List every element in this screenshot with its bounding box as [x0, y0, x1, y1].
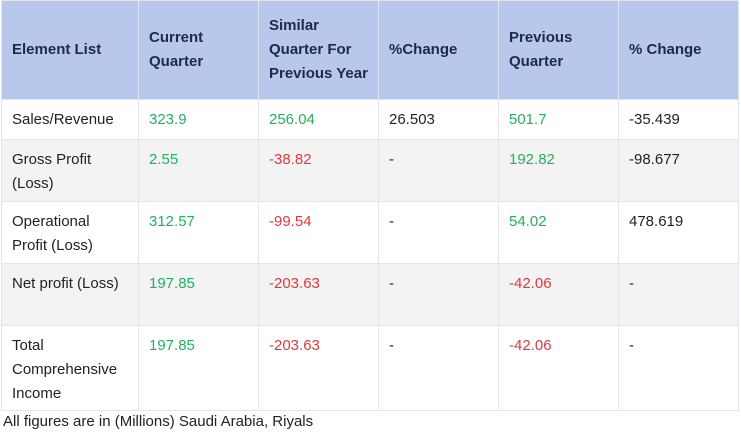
table-row: Gross Profit (Loss) 2.55 -38.82-192.82 -98.… [1, 139, 739, 202]
value-cell: -99.54 [258, 201, 379, 264]
header-cell: Similar Quarter For Previous Year [258, 0, 379, 100]
value-cell: - [378, 263, 499, 326]
value-cell: 478.619 [618, 201, 739, 264]
value-cell: 312.57 [138, 201, 259, 264]
header-row: Element List Current Quarter Similar Quart… [1, 0, 739, 100]
value-cell: 26.503 [378, 99, 499, 140]
table-row: Total Comprehensive Income 197.85 -203.63-… [1, 325, 739, 411]
financial-table: Element List Current Quarter Similar Quart… [1, 0, 739, 411]
value-cell: -35.439 [618, 99, 739, 140]
value-cell: - [378, 325, 499, 411]
row-label: Sales/Revenue [1, 99, 139, 140]
value-cell: 2.55 [138, 139, 259, 202]
footnote: All figures are in (Millions) Saudi Arab… [3, 413, 314, 430]
value-cell: -42.06 [498, 263, 619, 326]
value-cell: - [378, 201, 499, 264]
value-cell: 54.02 [498, 201, 619, 264]
value-cell: 323.9 [138, 99, 259, 140]
value-cell: 501.7 [498, 99, 619, 140]
table-row: Operational Profit (Loss) 312.57 -99.54-54… [1, 201, 739, 264]
value-cell: 256.04 [258, 99, 379, 140]
row-label: Net profit (Loss) [1, 263, 139, 326]
value-cell: - [618, 325, 739, 411]
row-label: Operational Profit (Loss) [1, 201, 139, 264]
value-cell: 192.82 [498, 139, 619, 202]
row-label: Gross Profit (Loss) [1, 139, 139, 202]
header-cell: %Change [378, 0, 499, 100]
table-row: Net profit (Loss) 197.85 -203.63- -42.06- [1, 263, 739, 326]
value-cell: 197.85 [138, 263, 259, 326]
value-cell: - [618, 263, 739, 326]
table-row: Sales/Revenue 323.9 256.04 26.503 501.7 -35.4… [1, 99, 739, 140]
header-cell: % Change [618, 0, 739, 100]
value-cell: -203.63 [258, 263, 379, 326]
value-cell: -203.63 [258, 325, 379, 411]
header-cell: Current Quarter [138, 0, 259, 100]
value-cell: 197.85 [138, 325, 259, 411]
value-cell: -38.82 [258, 139, 379, 202]
value-cell: - [378, 139, 499, 202]
row-label: Total Comprehensive Income [1, 325, 139, 411]
value-cell: -42.06 [498, 325, 619, 411]
header-cell: Element List [1, 0, 139, 100]
value-cell: -98.677 [618, 139, 739, 202]
header-cell: Previous Quarter [498, 0, 619, 100]
